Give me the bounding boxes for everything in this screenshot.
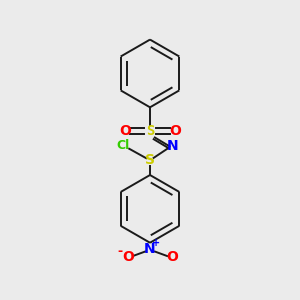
Text: Cl: Cl xyxy=(117,139,130,152)
Text: O: O xyxy=(122,250,134,265)
Text: N: N xyxy=(144,242,156,256)
Text: O: O xyxy=(169,124,181,138)
Text: N: N xyxy=(166,139,178,153)
Text: S: S xyxy=(146,124,154,138)
Text: O: O xyxy=(166,250,178,265)
Text: -: - xyxy=(117,245,122,258)
Text: O: O xyxy=(119,124,131,138)
Text: S: S xyxy=(145,153,155,167)
Text: +: + xyxy=(152,238,160,248)
